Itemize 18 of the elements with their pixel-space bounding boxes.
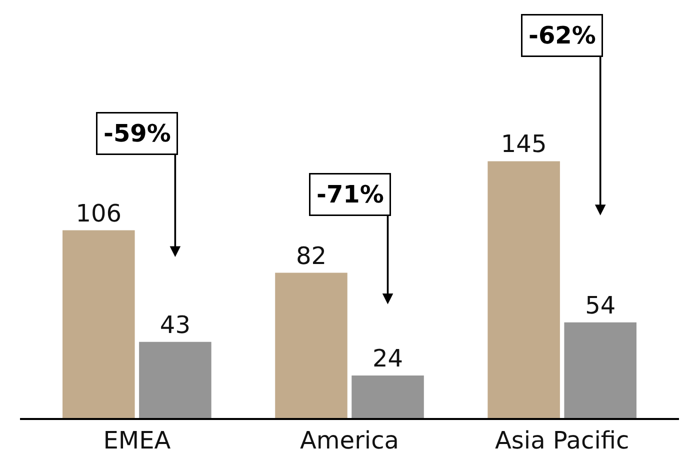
bar [564, 322, 636, 418]
bar [139, 342, 212, 418]
x-tick-label: EMEA [103, 426, 172, 455]
x-tick-label: America [300, 426, 399, 455]
data-label: 43 [160, 310, 190, 339]
annotation: -71% [316, 180, 384, 208]
data-label: 106 [76, 199, 122, 228]
x-tick-label: Asia Pacific [494, 426, 630, 455]
bar [488, 161, 560, 418]
bar [352, 376, 424, 418]
bar [62, 230, 135, 418]
data-label: 24 [372, 344, 404, 372]
bar [275, 272, 348, 418]
data-label: 54 [585, 291, 616, 320]
data-label: 82 [296, 242, 327, 270]
text: -62% [528, 22, 596, 50]
text: -59% [104, 120, 171, 148]
data-label: 145 [500, 130, 547, 158]
